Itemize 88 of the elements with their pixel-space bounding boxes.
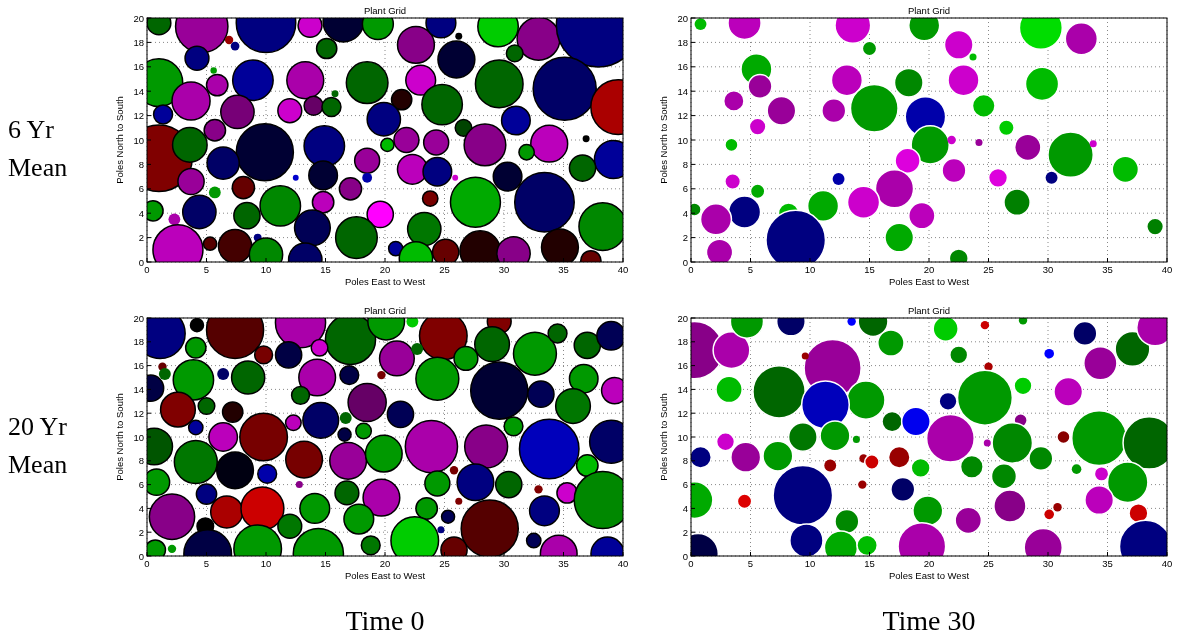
x-tick-label: 40 [1161, 264, 1173, 275]
x-tick-label: 20 [923, 558, 935, 569]
text: Time 30 [882, 605, 976, 636]
x-tick-label: 35 [1102, 558, 1113, 569]
chart-title: Plant Grid [907, 5, 951, 16]
x-tick-label: 5 [747, 264, 754, 275]
text: Time 0 [345, 605, 425, 636]
x-tick-label: 15 [864, 264, 875, 275]
y-tick-label: 10 [133, 134, 144, 146]
y-tick-label: 18 [133, 36, 144, 48]
x-tick-label: 30 [1042, 264, 1054, 275]
y-tick-label: 2 [138, 526, 144, 538]
x-tick-label: 35 [558, 558, 569, 569]
y-tick-label: 8 [138, 455, 144, 467]
x-axis-title: Poles East to West [344, 570, 426, 581]
y-tick-label: 10 [677, 134, 688, 146]
y-tick-label: 4 [682, 502, 688, 514]
y-tick-label: 14 [677, 85, 688, 97]
x-tick-label: 10 [804, 558, 816, 569]
x-tick-label: 5 [203, 558, 210, 569]
y-tick-label: 12 [677, 407, 688, 419]
y-tick-label: 16 [133, 360, 144, 372]
y-tick-label: 6 [682, 183, 688, 195]
x-tick-label: 15 [320, 264, 331, 275]
y-tick-label: 14 [133, 85, 144, 97]
x-tick-label: 30 [498, 264, 510, 275]
x-tick-label: 25 [983, 264, 994, 275]
y-tick-label: 18 [677, 336, 688, 348]
x-tick-label: 25 [439, 264, 450, 275]
x-tick-label: 35 [558, 264, 569, 275]
y-tick-label: 20 [677, 312, 688, 324]
y-axis-title: Poles North to South [658, 393, 669, 481]
y-tick-label: 14 [133, 383, 144, 395]
x-tick-label: 10 [260, 264, 272, 275]
x-tick-label: 40 [617, 558, 629, 569]
y-tick-label: 2 [682, 232, 688, 244]
x-tick-label: 40 [1161, 558, 1173, 569]
x-tick-label: 30 [1042, 558, 1054, 569]
y-axis-title: Poles North to South [658, 96, 669, 184]
y-tick-label: 6 [138, 479, 144, 491]
y-tick-label: 2 [682, 526, 688, 538]
y-tick-label: 12 [133, 407, 144, 419]
y-tick-label: 4 [138, 207, 144, 219]
y-tick-label: 8 [682, 455, 688, 467]
chart-title: Plant Grid [363, 5, 407, 16]
y-tick-label: 20 [133, 312, 144, 324]
x-tick-label: 5 [203, 264, 210, 275]
x-tick-label: 20 [379, 264, 391, 275]
y-tick-label: 12 [677, 110, 688, 122]
y-tick-label: 8 [682, 158, 688, 170]
chart-title: Plant Grid [363, 305, 407, 316]
x-tick-label: 15 [320, 558, 331, 569]
x-axis-title: Poles East to West [344, 276, 426, 287]
x-tick-label: 25 [439, 558, 450, 569]
chart-title: Plant Grid [907, 305, 951, 316]
x-tick-label: 10 [804, 264, 816, 275]
y-tick-label: 16 [677, 360, 688, 372]
y-tick-label: 8 [138, 158, 144, 170]
y-tick-label: 16 [677, 61, 688, 73]
x-tick-label: 20 [379, 558, 391, 569]
y-tick-label: 6 [138, 183, 144, 195]
y-tick-label: 6 [682, 479, 688, 491]
x-tick-label: 25 [983, 558, 994, 569]
x-tick-label: 10 [260, 558, 272, 569]
text: 20 Yr Mean [8, 412, 68, 479]
y-tick-label: 20 [133, 12, 144, 24]
y-tick-label: 14 [677, 383, 688, 395]
y-tick-label: 4 [138, 502, 144, 514]
x-tick-label: 5 [747, 558, 754, 569]
x-axis-title: Poles East to West [888, 570, 970, 581]
text: 6 Yr Mean [8, 115, 68, 182]
y-axis-title: Poles North to South [114, 393, 125, 481]
y-tick-label: 12 [133, 110, 144, 122]
y-tick-label: 16 [133, 61, 144, 73]
x-tick-label: 35 [1102, 264, 1113, 275]
y-tick-label: 4 [682, 207, 688, 219]
x-tick-label: 30 [498, 558, 510, 569]
x-axis-title: Poles East to West [888, 276, 970, 287]
y-tick-label: 20 [677, 12, 688, 24]
y-axis-title: Poles North to South [114, 96, 125, 184]
y-tick-label: 10 [133, 431, 144, 443]
x-tick-label: 20 [923, 264, 935, 275]
x-tick-label: 15 [864, 558, 875, 569]
y-tick-label: 18 [677, 36, 688, 48]
x-tick-label: 40 [617, 264, 629, 275]
y-tick-label: 10 [677, 431, 688, 443]
y-tick-label: 18 [133, 336, 144, 348]
y-tick-label: 2 [138, 232, 144, 244]
